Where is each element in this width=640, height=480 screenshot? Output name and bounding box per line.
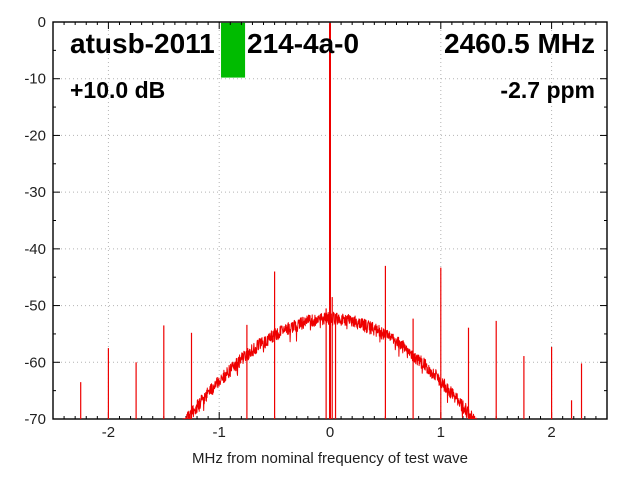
x-tick-label: -1 — [213, 424, 226, 441]
y-tick-label: -20 — [24, 127, 46, 144]
y-tick-label: -10 — [24, 71, 46, 88]
test-frequency-label: 2460.5 MHz — [444, 28, 595, 59]
y-tick-label: -40 — [24, 241, 46, 258]
x-tick-label: 0 — [326, 424, 334, 441]
x-tick-label: 1 — [437, 424, 445, 441]
pass-indicator-marker — [221, 22, 246, 78]
y-tick-label: -60 — [24, 354, 46, 371]
x-tick-label: -2 — [102, 424, 115, 441]
y-tick-label: -70 — [24, 411, 46, 428]
x-tick-label: 2 — [547, 424, 555, 441]
x-axis-label: MHz from nominal frequency of test wave — [192, 450, 468, 467]
spur-lines — [80, 265, 583, 419]
ppm-annotation: -2.7 ppm — [500, 77, 595, 103]
gain-annotation: +10.0 dB — [70, 77, 165, 103]
plot-title-right: 214-4a-0 — [247, 28, 359, 59]
y-tick-label: 0 — [38, 14, 46, 31]
trace-layer — [80, 23, 583, 419]
y-tick-label: -50 — [24, 298, 46, 315]
plot-title-left: atusb-2011 — [70, 28, 215, 59]
y-tick-label: -30 — [24, 184, 46, 201]
tick-labels: 0-10-20-30-40-50-60-70-2 -1 0 1 2 — [24, 14, 555, 441]
